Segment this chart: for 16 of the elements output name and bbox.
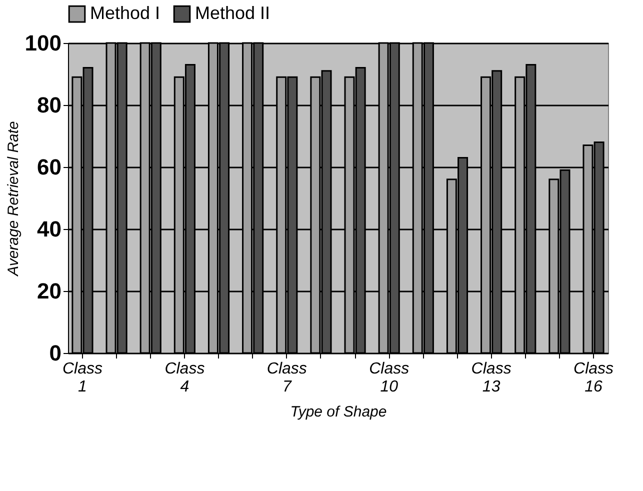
x-tick-label: Class 10 bbox=[369, 360, 410, 396]
legend-label: Method I bbox=[90, 3, 160, 24]
y-axis-title: Average Retrieval Rate bbox=[4, 121, 22, 277]
legend-label: Method II bbox=[195, 3, 270, 24]
y-tick-label: 80 bbox=[37, 92, 62, 118]
y-tick-label: 0 bbox=[49, 340, 62, 366]
x-tick-label: Class 16 bbox=[574, 360, 614, 396]
y-tick-label: 20 bbox=[37, 278, 62, 304]
x-tick-label: Class 7 bbox=[266, 360, 307, 396]
x-tick-label: Class 13 bbox=[471, 360, 512, 396]
y-tick-label: 60 bbox=[37, 154, 62, 180]
y-tick-label: 40 bbox=[37, 216, 62, 242]
x-axis-title: Type of Shape bbox=[290, 404, 387, 420]
y-tick-label: 100 bbox=[24, 30, 62, 56]
x-tick-label: Class 1 bbox=[62, 360, 102, 396]
x-tick-label: Class 4 bbox=[164, 360, 205, 396]
